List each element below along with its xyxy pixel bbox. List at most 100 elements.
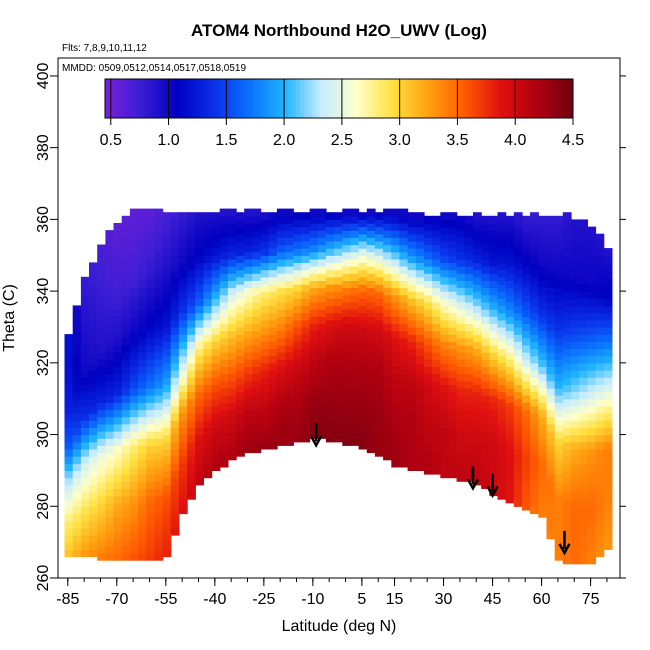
heatmap-cell — [187, 219, 196, 228]
colorbar-swatch — [456, 79, 461, 118]
heatmap-cell — [366, 323, 376, 332]
heatmap-cell — [97, 488, 106, 497]
heatmap-cell — [195, 434, 204, 443]
heatmap-cell — [603, 319, 613, 328]
heatmap-cell — [473, 248, 482, 256]
heatmap-cell — [562, 312, 572, 321]
heatmap-cell — [72, 334, 82, 342]
heatmap-cell — [325, 327, 335, 335]
heatmap-cell — [350, 215, 360, 224]
heatmap-cell — [187, 370, 196, 378]
heatmap-cell — [219, 459, 229, 468]
heatmap-cell — [399, 251, 409, 260]
heatmap-cell — [497, 413, 507, 421]
heatmap-cell — [424, 244, 433, 253]
heatmap-cell — [432, 258, 441, 267]
heatmap-cell — [89, 391, 98, 400]
heatmap-cell — [138, 215, 147, 224]
heatmap-cell — [285, 266, 294, 274]
heatmap-cell — [187, 305, 196, 314]
heatmap-cell — [72, 427, 82, 436]
heatmap-cell — [579, 527, 588, 536]
heatmap-cell — [195, 219, 204, 228]
heatmap-cell — [162, 355, 172, 364]
heatmap-cell — [489, 402, 499, 411]
heatmap-cell — [219, 445, 229, 454]
heatmap-cell — [334, 283, 343, 292]
heatmap-cell — [587, 456, 597, 464]
heatmap-cell — [146, 452, 155, 461]
heatmap-cell — [121, 517, 131, 525]
heatmap-cell — [64, 456, 74, 464]
heatmap-cell — [219, 266, 229, 274]
heatmap-cell — [448, 283, 458, 292]
heatmap-cell — [301, 398, 311, 407]
heatmap-cell — [236, 348, 245, 357]
heatmap-cell — [268, 262, 278, 271]
heatmap-cell — [203, 377, 213, 385]
heatmap-cell — [178, 305, 188, 314]
heatmap-cell — [178, 219, 188, 228]
heatmap-cell — [276, 215, 286, 224]
heatmap-cell — [121, 344, 131, 353]
heatmap-cell — [113, 431, 123, 439]
heatmap-cell — [432, 387, 441, 396]
heatmap-cell — [432, 316, 441, 324]
heatmap-cell — [530, 405, 539, 414]
heatmap-cell — [595, 405, 605, 414]
heatmap-cell — [317, 309, 327, 317]
heatmap-cell — [64, 420, 74, 428]
heatmap-cell — [80, 391, 90, 400]
heatmap-cell — [456, 280, 466, 289]
heatmap-cell — [366, 301, 376, 310]
heatmap-cell — [538, 330, 548, 339]
colorbar-swatch — [335, 79, 340, 118]
heatmap-cell — [530, 283, 539, 292]
heatmap-cell — [473, 298, 482, 307]
heatmap-cell — [211, 384, 221, 393]
heatmap-cell — [129, 337, 139, 346]
heatmap-cell — [301, 413, 311, 421]
heatmap-cell — [587, 255, 597, 263]
heatmap-cell — [317, 251, 327, 260]
heatmap-cell — [105, 531, 115, 540]
heatmap-cell — [595, 527, 605, 536]
heatmap-cell — [146, 423, 155, 432]
heatmap-cell — [505, 423, 515, 432]
heatmap-cell — [383, 251, 392, 260]
heatmap-cell — [595, 477, 605, 486]
heatmap-cell — [497, 283, 507, 292]
heatmap-cell — [399, 387, 409, 396]
heatmap-cell — [301, 219, 311, 228]
heatmap-cell — [440, 434, 450, 443]
heatmap-cell — [121, 395, 131, 403]
heatmap-cell — [285, 402, 294, 411]
heatmap-cell — [72, 434, 82, 443]
heatmap-cell — [505, 359, 515, 367]
heatmap-cell — [522, 438, 531, 446]
heatmap-cell — [481, 445, 490, 454]
heatmap-cell — [244, 251, 253, 260]
heatmap-cell — [374, 420, 384, 428]
heatmap-cell — [129, 359, 139, 367]
heatmap-cell — [407, 219, 417, 228]
heatmap-cell — [562, 212, 572, 220]
heatmap-cell — [554, 509, 564, 518]
heatmap-cell — [113, 323, 123, 332]
heatmap-cell — [211, 291, 221, 299]
heatmap-cell — [89, 484, 98, 493]
heatmap-cell — [211, 448, 221, 457]
heatmap-cell — [587, 305, 597, 314]
heatmap-cell — [399, 266, 409, 274]
heatmap-cell — [138, 373, 147, 382]
heatmap-cell — [97, 251, 106, 260]
heatmap-cell — [464, 223, 474, 231]
heatmap-cell — [546, 366, 556, 375]
heatmap-cell — [97, 524, 106, 532]
heatmap-cell — [432, 373, 441, 382]
heatmap-cell — [195, 226, 204, 235]
heatmap-cell — [236, 420, 245, 428]
heatmap-cell — [358, 327, 368, 335]
heatmap-cell — [219, 258, 229, 267]
heatmap-cell — [448, 298, 458, 307]
